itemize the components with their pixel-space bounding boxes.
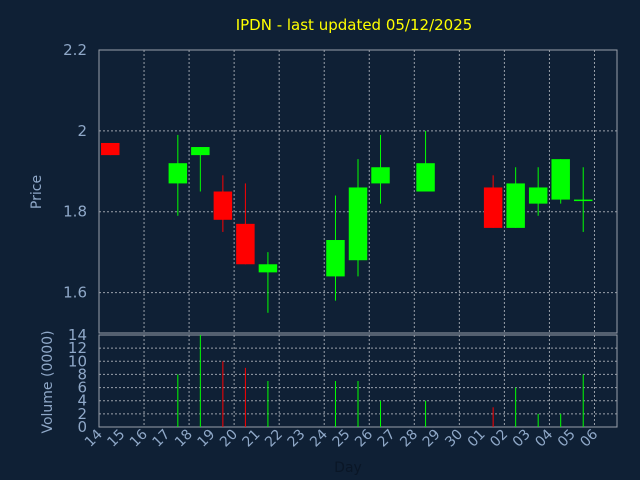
candle-body	[483, 187, 503, 228]
x-tick-label: 28	[397, 427, 421, 451]
x-tick-label: 03	[510, 427, 534, 451]
candles	[101, 130, 593, 313]
candle-body	[416, 163, 435, 192]
x-tick-label: 20	[217, 427, 241, 451]
candle-body	[168, 163, 188, 184]
candle-body	[213, 191, 233, 220]
price-y-ticks: 1.6 1.8 2 2.2	[63, 41, 87, 302]
x-axis-ticks: 1415161718192021222324252627282930010203…	[82, 426, 601, 450]
volume-y-tick-label: 4	[77, 392, 87, 410]
candle-body	[551, 159, 570, 200]
x-tick-label: 01	[465, 427, 489, 451]
x-tick-label: 04	[532, 426, 556, 450]
x-tick-label: 27	[375, 427, 399, 451]
x-tick-label: 17	[149, 427, 173, 451]
x-tick-label: 24	[307, 426, 331, 450]
volume-y-tick-label: 12	[68, 339, 87, 357]
price-y-tick-label: 2.2	[63, 41, 87, 59]
candle-body	[371, 167, 390, 184]
x-tick-label: 02	[487, 427, 511, 451]
x-tick-label: 26	[352, 426, 376, 450]
volume-y-tick-label: 8	[77, 365, 87, 383]
price-y-tick-label: 1.6	[63, 284, 87, 302]
candle-body	[101, 142, 120, 156]
x-tick-label: 16	[127, 426, 151, 450]
price-y-tick-label: 1.8	[63, 203, 87, 221]
price-y-tick-label: 2	[77, 122, 87, 140]
x-axis-label: Day	[334, 460, 362, 476]
candle-body	[528, 187, 548, 204]
volume-y-axis-label: Volume (0000)	[40, 330, 56, 433]
volume-y-tick-label: 6	[77, 379, 87, 397]
chart-title: IPDN - last updated 05/12/2025	[236, 16, 473, 34]
x-tick-label: 29	[420, 427, 444, 451]
candle-body	[506, 183, 525, 228]
volume-y-tick-label: 14	[68, 326, 87, 344]
volume-y-tick-label: 0	[77, 418, 87, 436]
candle-body	[573, 199, 593, 202]
candle-body	[191, 147, 210, 156]
candle-body	[236, 223, 255, 265]
price-y-axis-label: Price	[29, 175, 45, 209]
x-tick-label: 05	[555, 427, 579, 451]
candle-body	[348, 187, 368, 261]
x-tick-label: 22	[262, 427, 286, 451]
candle-body	[258, 264, 278, 273]
candle-body	[326, 240, 345, 277]
price-grid	[99, 50, 617, 333]
x-tick-label: 19	[195, 427, 219, 451]
volume-bars	[177, 335, 584, 427]
x-tick-label: 23	[285, 427, 309, 451]
volume-y-tick-label: 2	[77, 405, 87, 423]
x-tick-label: 18	[172, 427, 196, 451]
price-plot-frame	[98, 49, 618, 334]
x-tick-label: 30	[442, 427, 466, 451]
price-panel: 1.6 1.8 2 2.2 Price	[29, 41, 618, 334]
x-tick-label: 06	[577, 426, 601, 450]
volume-grid	[99, 335, 617, 427]
x-tick-label: 15	[104, 427, 128, 451]
volume-y-tick-label: 10	[68, 352, 87, 370]
x-tick-label: 25	[330, 427, 354, 451]
x-tick-label: 21	[240, 427, 264, 451]
